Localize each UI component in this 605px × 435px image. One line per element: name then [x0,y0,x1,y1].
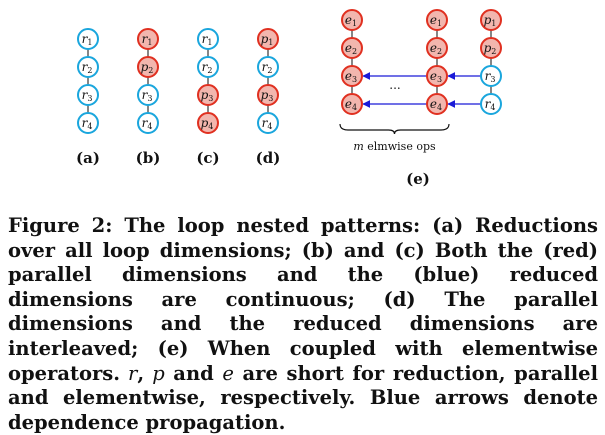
panel-e-col1-node-e1: e1 [341,9,363,31]
panel-a-node-r3: r3 [77,84,99,106]
ellipsis: ... [389,78,400,92]
panel-label: (e) [406,170,430,188]
panel-e-col1-node-e4: e4 [341,93,363,115]
panel-e-col3-node-r3: r3 [480,65,502,87]
svg-text:r1: r1 [142,32,153,47]
panel-e-col3-node-r4: r4 [480,93,502,115]
panel-c-node-p4: p4 [197,112,219,134]
panel-e-col3-node-p2: p2 [480,37,502,59]
caption-var-p: p [152,361,165,385]
panel-e-col2-node-e2: e2 [426,37,448,59]
svg-text:r4: r4 [262,116,273,131]
panel-label: (c) [196,149,219,167]
svg-text:r4: r4 [82,116,93,131]
panel-e-col3-node-p1: p1 [480,9,502,31]
panel-d-node-r2: r2 [257,56,279,78]
panel-d-node-p3: p3 [257,84,279,106]
panel-a-node-r2: r2 [77,56,99,78]
svg-text:r3: r3 [142,88,153,103]
panel-e-col2-node-e1: e1 [426,9,448,31]
panel-label: (b) [136,149,161,167]
caption-sep: , [137,361,145,385]
panel-e-col2-node-e4: e4 [426,93,448,115]
panel-e-col1-node-e3: e3 [341,65,363,87]
panel-e-col1-node-e2: e2 [341,37,363,59]
panel-label: (a) [76,149,100,167]
panel-e-col2-node-e3: e3 [426,65,448,87]
panel-d-node-p1: p1 [257,28,279,50]
svg-text:r1: r1 [82,32,93,47]
panel-b-node-r3: r3 [137,84,159,106]
loop-pattern-diagram: r1 r2 r3 r4 (a) r1 p2 r3 r4 (b) r1 r2 p3 p4 (c) p1 r2 p3 r… [76,9,502,188]
svg-text:r4: r4 [485,97,496,112]
svg-text:r2: r2 [202,60,213,75]
panel-c-node-r1: r1 [197,28,219,50]
panel-a-node-r1: r1 [77,28,99,50]
svg-text:r3: r3 [485,69,496,84]
panel-c-node-p3: p3 [197,84,219,106]
svg-text:r2: r2 [262,60,273,75]
caption-lead: Figure 2: The loop nested patterns: (a) … [8,214,598,385]
panel-b-node-r1: r1 [137,28,159,50]
svg-text:r2: r2 [82,60,93,75]
panel-c-node-r2: r2 [197,56,219,78]
panel-d-node-r4: r4 [257,112,279,134]
brace [339,123,450,135]
panel-b-node-p2: p2 [137,56,159,78]
figure-caption: Figure 2: The loop nested patterns: (a) … [8,214,598,435]
panel-a-node-r4: r4 [77,112,99,134]
caption-var-e: e [222,361,234,385]
caption-and: and [164,361,223,385]
svg-text:r1: r1 [202,32,213,47]
panel-b-node-r4: r4 [137,112,159,134]
panel-label: (d) [256,149,281,167]
figure-2: r1 r2 r3 r4 (a) r1 p2 r3 r4 (b) r1 r2 p3 p4 (c) p1 r2 p3 r… [0,0,605,200]
brace-label: m elmwise ops [353,140,436,153]
svg-text:r3: r3 [82,88,93,103]
caption-var-r: r [128,361,138,385]
svg-text:r4: r4 [142,116,153,131]
